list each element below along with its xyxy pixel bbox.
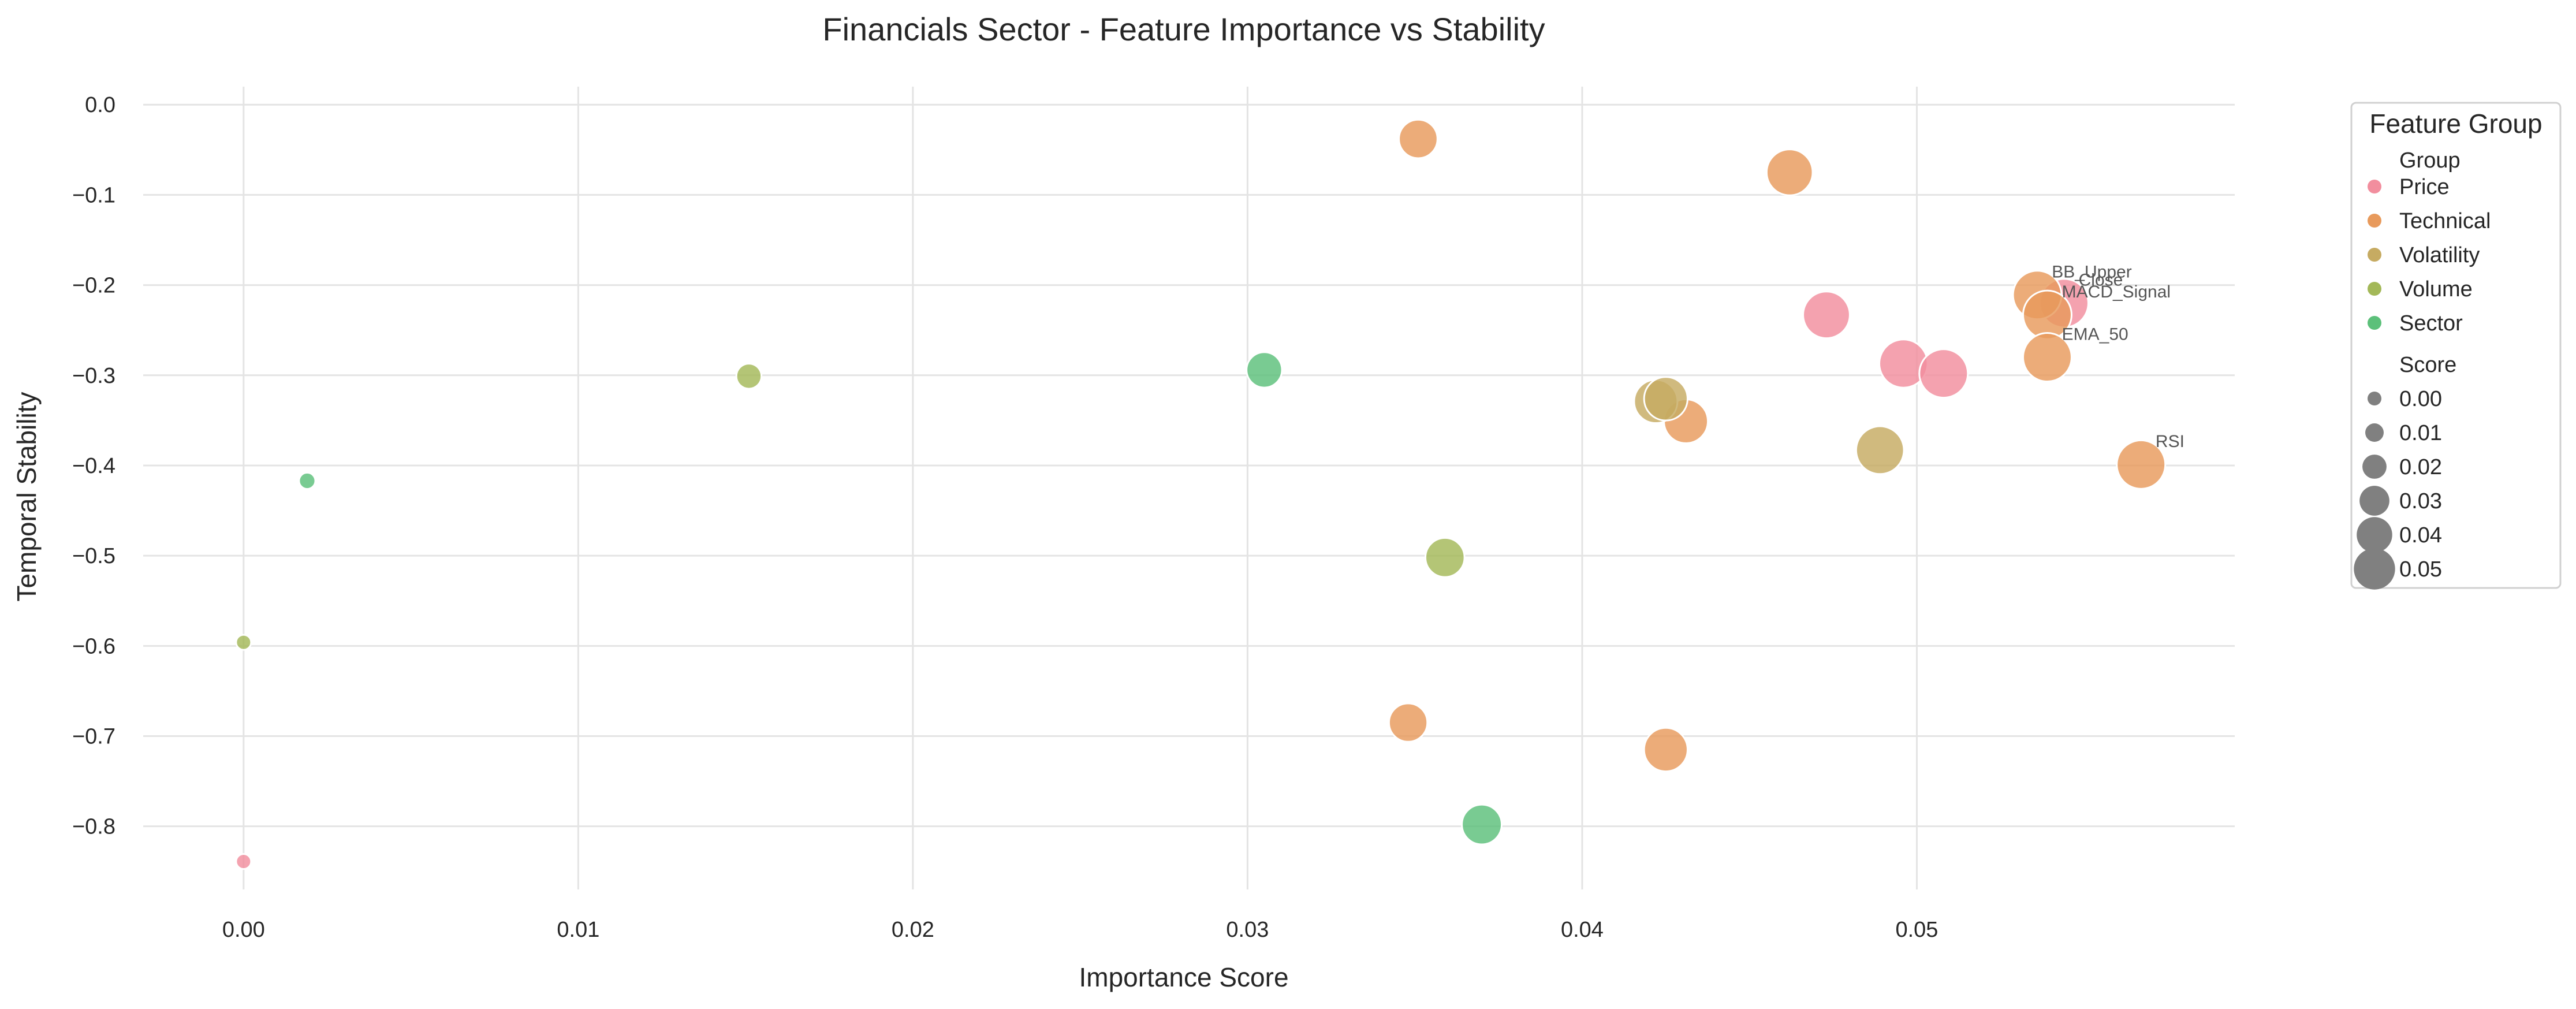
legend-group-label: Price bbox=[2399, 175, 2450, 199]
data-point bbox=[1802, 291, 1851, 340]
y-tick-label: −0.2 bbox=[72, 274, 115, 298]
data-point bbox=[2022, 332, 2072, 383]
y-tick-label: −0.4 bbox=[72, 454, 115, 478]
point-annotation: MACD_Signal bbox=[2062, 282, 2171, 301]
legend-marker bbox=[2368, 180, 2381, 193]
legend-marker bbox=[2368, 316, 2381, 330]
x-tick-label: 0.05 bbox=[1895, 918, 1938, 942]
legend-size-label: 0.02 bbox=[2399, 455, 2442, 479]
legend-size-marker bbox=[2359, 486, 2389, 516]
legend-size-label: 0.01 bbox=[2399, 421, 2442, 445]
point-annotation: Close bbox=[2079, 271, 2123, 290]
data-points bbox=[235, 118, 2167, 870]
y-axis-label: Temporal Stability bbox=[12, 392, 42, 601]
legend-title: Feature Group bbox=[2369, 109, 2542, 139]
legend-group-label: Volatility bbox=[2399, 243, 2480, 267]
legend-size-marker bbox=[2354, 548, 2395, 590]
data-point bbox=[1425, 537, 1466, 578]
x-tick-label: 0.04 bbox=[1561, 918, 1604, 942]
data-point bbox=[735, 363, 763, 390]
legend: Feature Group Group Score Price Technical… bbox=[2350, 102, 2562, 590]
data-point bbox=[1855, 425, 1905, 475]
y-tick-label: −0.3 bbox=[72, 364, 115, 388]
point-annotation: BB_Upper bbox=[2052, 263, 2131, 282]
legend-marker bbox=[2368, 248, 2381, 262]
legend-size-label: 0.00 bbox=[2399, 387, 2442, 411]
data-point bbox=[235, 634, 252, 651]
data-point bbox=[1398, 118, 1438, 159]
data-point bbox=[1643, 376, 1688, 422]
data-point bbox=[298, 471, 316, 490]
legend-group-header: Group bbox=[2399, 148, 2461, 173]
data-point bbox=[1918, 348, 1969, 399]
legend-group-label: Volume bbox=[2399, 277, 2473, 301]
point-annotation: RSI bbox=[2156, 432, 2184, 451]
y-tick-label: −0.8 bbox=[72, 815, 115, 839]
legend-size-marker bbox=[2357, 517, 2392, 553]
x-axis-label: Importance Score bbox=[1079, 962, 1288, 992]
chart-title: Financials Sector - Feature Importance v… bbox=[822, 11, 1545, 47]
legend-marker bbox=[2368, 282, 2381, 296]
data-point bbox=[235, 853, 252, 870]
legend-frame bbox=[2350, 102, 2562, 589]
y-tick-label: −0.7 bbox=[72, 724, 115, 749]
legend-size-marker bbox=[2365, 423, 2384, 442]
x-tick-label: 0.03 bbox=[1226, 918, 1269, 942]
legend-size-label: 0.04 bbox=[2399, 523, 2442, 548]
grid bbox=[143, 87, 2235, 889]
data-point bbox=[2116, 439, 2167, 490]
legend-size-marker bbox=[2362, 455, 2387, 479]
legend-size-label: 0.05 bbox=[2399, 557, 2442, 582]
x-tick-label: 0.01 bbox=[557, 918, 599, 942]
y-tick-label: −0.5 bbox=[72, 544, 115, 568]
data-point bbox=[1461, 803, 1503, 846]
x-tick-label: 0.00 bbox=[222, 918, 265, 942]
legend-size-header: Score bbox=[2399, 353, 2456, 377]
x-tick-label: 0.02 bbox=[892, 918, 934, 942]
data-point bbox=[1246, 351, 1283, 389]
legend-group-label: Technical bbox=[2399, 209, 2491, 233]
point-annotation: EMA_50 bbox=[2062, 325, 2128, 344]
y-tick-label: −0.6 bbox=[72, 634, 115, 658]
y-tick-label: −0.1 bbox=[72, 183, 115, 207]
data-point bbox=[1765, 148, 1814, 196]
legend-marker bbox=[2368, 214, 2381, 228]
legend-size-marker bbox=[2368, 392, 2381, 405]
data-point bbox=[1388, 702, 1429, 743]
legend-size-label: 0.03 bbox=[2399, 489, 2442, 513]
y-tick-label: 0.0 bbox=[85, 93, 115, 117]
axis-ticks: 0.00 0.01 0.02 0.03 0.04 0.05 0.0 −0.1 −0.2 −0.3 −… bbox=[72, 93, 1938, 942]
legend-group-label: Sector bbox=[2399, 311, 2463, 336]
data-point bbox=[1643, 727, 1688, 773]
